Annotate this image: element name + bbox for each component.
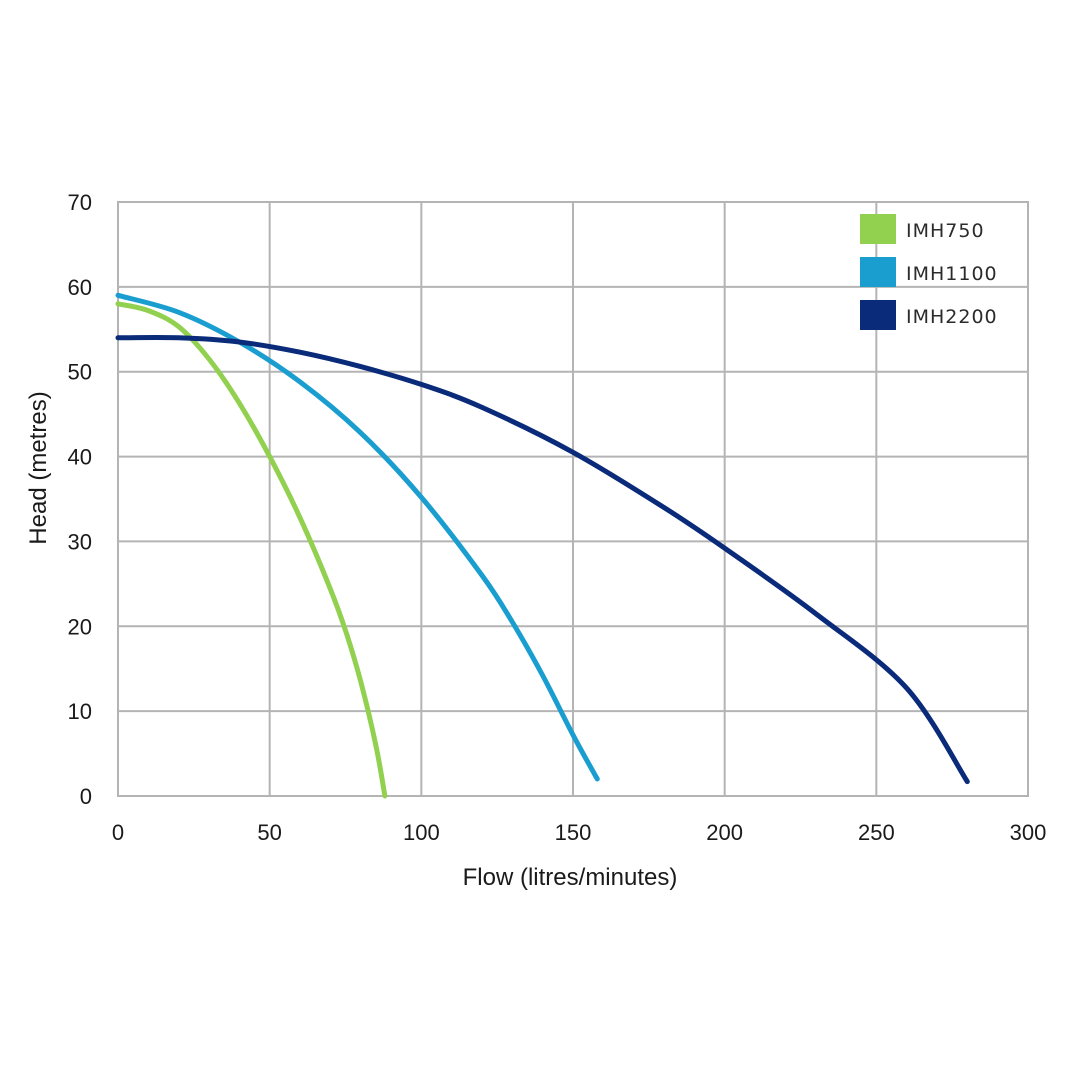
- legend-swatch: [860, 257, 896, 287]
- x-tick-label: 50: [257, 820, 281, 845]
- x-tick-label: 100: [403, 820, 440, 845]
- x-tick-label: 300: [1010, 820, 1047, 845]
- y-tick-label: 30: [68, 529, 92, 554]
- y-tick-label: 70: [68, 190, 92, 215]
- y-tick-label: 60: [68, 275, 92, 300]
- plot-area-border: [117, 201, 1029, 797]
- x-axis-title: Flow (litres/minutes): [463, 864, 678, 891]
- series-line-imh1100: [115, 292, 600, 782]
- y-axis-ticks: 0 10 20 30 40 50 60 70: [68, 190, 92, 809]
- y-tick-label: 20: [68, 614, 92, 639]
- y-axis-title: Head (metres): [25, 391, 52, 544]
- series-lines: [115, 292, 970, 799]
- legend: IMH750 IMH1100 IMH2200: [860, 214, 998, 330]
- y-tick-label: 0: [80, 784, 92, 809]
- x-tick-label: 250: [858, 820, 895, 845]
- legend-label: IMH1100: [906, 263, 998, 285]
- legend-swatch: [860, 300, 896, 330]
- legend-label: IMH750: [906, 220, 985, 242]
- series-line-imh750: [115, 301, 388, 799]
- legend-swatch: [860, 214, 896, 244]
- series-line-imh2200: [115, 334, 970, 785]
- grid: [117, 201, 1029, 797]
- x-axis-ticks: 0 50 100 150 200 250 300: [112, 820, 1046, 845]
- y-tick-label: 40: [68, 445, 92, 470]
- x-tick-label: 200: [706, 820, 743, 845]
- legend-label: IMH2200: [906, 306, 998, 328]
- y-tick-label: 10: [68, 699, 92, 724]
- y-tick-label: 50: [68, 360, 92, 385]
- x-tick-label: 0: [112, 820, 124, 845]
- x-tick-label: 150: [555, 820, 592, 845]
